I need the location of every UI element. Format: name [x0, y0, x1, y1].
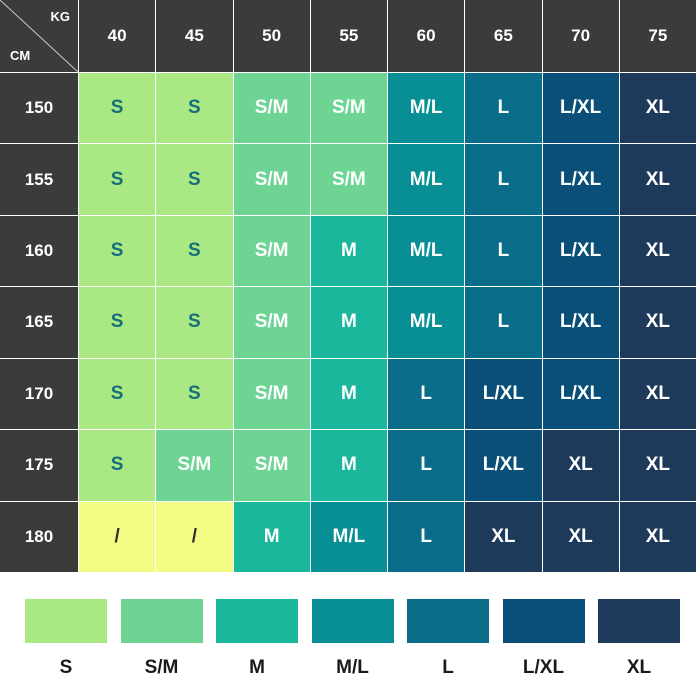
- size-cell: L/XL: [542, 73, 619, 144]
- legend-swatch: [25, 599, 107, 643]
- size-chart-table: KG CM 40 45 50 55 60 65 70 75 150 S S S/M S/M M/L L L/X…: [0, 0, 696, 572]
- legend-swatch: [216, 599, 298, 643]
- size-cell: XL: [619, 215, 696, 287]
- size-cell: L: [388, 430, 465, 501]
- legend-item: L: [407, 599, 489, 696]
- weight-header-75: 75: [619, 0, 696, 72]
- size-cell: /: [79, 501, 156, 572]
- size-cell: M: [310, 287, 387, 358]
- size-cell: S: [79, 430, 156, 501]
- size-cell: L/XL: [465, 430, 542, 501]
- size-cell: M/L: [388, 215, 465, 287]
- size-cell: S: [156, 358, 233, 430]
- size-cell: S/M: [233, 73, 310, 144]
- size-cell: S: [79, 358, 156, 430]
- size-cell: /: [156, 501, 233, 572]
- legend-item: XL: [598, 599, 680, 696]
- size-cell: L/XL: [465, 358, 542, 430]
- legend-label: M/L: [336, 657, 369, 678]
- legend-label: S/M: [144, 657, 179, 678]
- size-cell: M/L: [388, 144, 465, 215]
- weight-header-40: 40: [79, 0, 156, 72]
- height-unit-label: CM: [10, 48, 31, 63]
- size-cell: L: [465, 144, 542, 215]
- height-header-165: 165: [0, 287, 78, 358]
- size-cell: S/M: [233, 215, 310, 287]
- legend-swatch: [407, 599, 489, 643]
- legend-label: L: [442, 657, 454, 678]
- size-cell: M/L: [310, 501, 387, 572]
- legend-label: S: [59, 657, 73, 678]
- size-cell: S: [79, 215, 156, 287]
- size-cell: S: [79, 287, 156, 358]
- size-cell: XL: [619, 287, 696, 358]
- weight-unit-label: KG: [50, 9, 71, 24]
- size-cell: XL: [619, 73, 696, 144]
- legend-item: L/XL: [502, 599, 585, 696]
- size-cell: L/XL: [542, 287, 619, 358]
- size-cell: M: [310, 358, 387, 430]
- legend-label: M: [249, 657, 265, 678]
- size-cell: L/XL: [542, 144, 619, 215]
- weight-header-60: 60: [388, 0, 465, 72]
- height-header-150: 150: [0, 73, 78, 144]
- corner-header: KG CM: [0, 0, 78, 72]
- size-legend: S S/M M M/L L L/XL XL: [0, 572, 696, 696]
- size-cell: S/M: [233, 430, 310, 501]
- size-cell: L/XL: [542, 358, 619, 430]
- height-header-155: 155: [0, 144, 78, 215]
- size-cell: L: [465, 73, 542, 144]
- legend-item: M/L: [311, 599, 394, 696]
- size-cell: S: [156, 73, 233, 144]
- legend-item: S/M: [120, 599, 203, 696]
- legend-item: M: [216, 599, 298, 696]
- height-header-180: 180: [0, 501, 78, 572]
- size-cell: S: [156, 287, 233, 358]
- size-cell: S: [156, 215, 233, 287]
- size-cell: L: [388, 501, 465, 572]
- size-cell: S/M: [233, 287, 310, 358]
- legend-item: S: [25, 599, 107, 696]
- height-header-175: 175: [0, 430, 78, 501]
- size-cell: XL: [542, 430, 619, 501]
- weight-header-65: 65: [465, 0, 542, 72]
- size-cell: XL: [619, 358, 696, 430]
- size-cell: S/M: [310, 73, 387, 144]
- size-cell: L: [465, 287, 542, 358]
- size-cell: S/M: [310, 144, 387, 215]
- size-cell: S: [156, 144, 233, 215]
- legend-swatch: [502, 599, 585, 643]
- size-cell: M: [310, 430, 387, 501]
- size-cell: XL: [619, 430, 696, 501]
- size-cell: XL: [619, 144, 696, 215]
- size-cell: S/M: [233, 358, 310, 430]
- corner-diagonal: [0, 0, 78, 72]
- size-cell: S/M: [156, 430, 233, 501]
- size-cell: M/L: [388, 73, 465, 144]
- height-header-160: 160: [0, 215, 78, 287]
- size-cell: S/M: [233, 144, 310, 215]
- size-cell: M/L: [388, 287, 465, 358]
- size-cell: L/XL: [542, 215, 619, 287]
- legend-label: XL: [626, 657, 652, 678]
- size-cell: XL: [542, 501, 619, 572]
- weight-header-70: 70: [542, 0, 619, 72]
- size-cell: M: [233, 501, 310, 572]
- size-cell: M: [310, 215, 387, 287]
- legend-label: L/XL: [522, 657, 565, 678]
- weight-header-55: 55: [310, 0, 387, 72]
- weight-header-50: 50: [233, 0, 310, 72]
- size-cell: L: [465, 215, 542, 287]
- height-header-170: 170: [0, 358, 78, 430]
- size-cell: L: [388, 358, 465, 430]
- weight-header-45: 45: [156, 0, 233, 72]
- size-cell: S: [79, 73, 156, 144]
- size-cell: S: [79, 144, 156, 215]
- legend-swatch: [598, 599, 680, 643]
- legend-swatch: [120, 599, 203, 643]
- legend-swatch: [311, 599, 394, 643]
- size-cell: XL: [619, 501, 696, 572]
- size-cell: XL: [465, 501, 542, 572]
